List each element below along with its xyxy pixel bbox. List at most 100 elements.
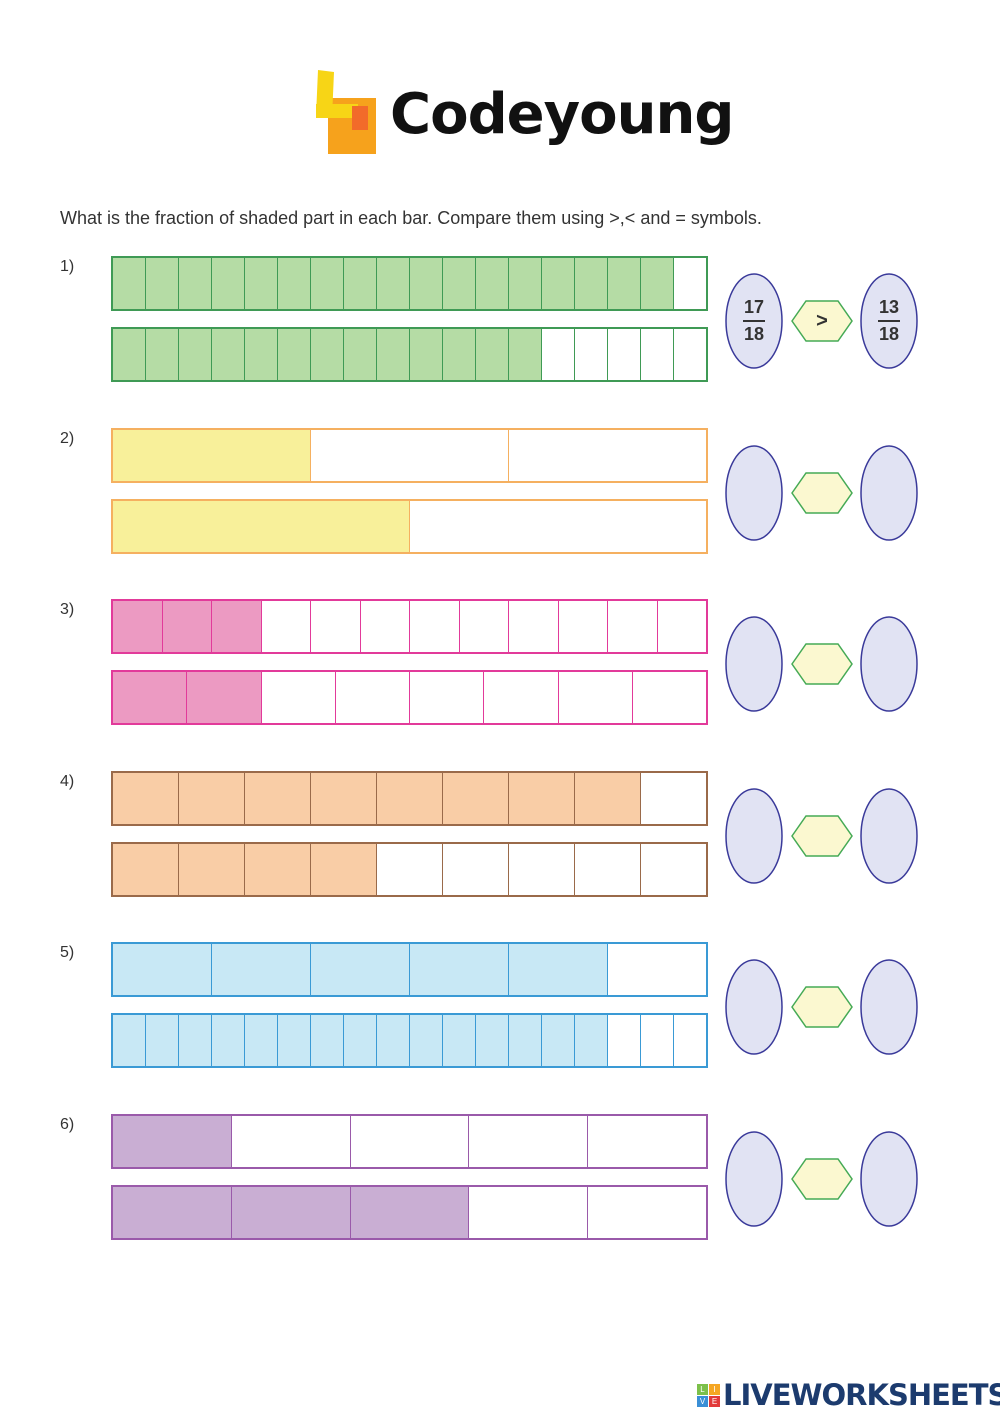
shaded-part	[641, 258, 674, 309]
shaded-part	[509, 944, 608, 995]
shaded-part	[245, 843, 311, 895]
symbol-hexagon[interactable]	[791, 300, 853, 342]
fraction-bar	[111, 670, 708, 725]
unshaded-part	[469, 1186, 589, 1238]
shaded-part	[311, 843, 377, 895]
symbol-hexagon[interactable]	[791, 814, 853, 857]
unshaded-part	[360, 601, 410, 652]
shaded-part	[311, 944, 410, 995]
question-number: 3)	[60, 601, 75, 618]
shaded-part	[476, 258, 509, 309]
fraction-bar	[111, 1113, 708, 1169]
unshaded-part	[558, 672, 633, 723]
shaded-part	[410, 1015, 443, 1066]
shaded-part	[542, 1015, 575, 1066]
unshaded-part	[608, 944, 706, 995]
comparison-group	[722, 614, 922, 714]
shaded-part	[377, 772, 443, 824]
right-answer-oval[interactable]	[860, 959, 918, 1055]
shaded-part	[146, 329, 179, 380]
left-answer-oval[interactable]	[725, 787, 783, 884]
fraction-bar	[111, 1013, 708, 1068]
shaded-part	[377, 329, 410, 380]
shaded-part	[113, 601, 163, 652]
shaded-part	[311, 329, 344, 380]
unshaded-part	[542, 329, 575, 380]
shaded-part	[212, 329, 245, 380]
shaded-part	[344, 329, 377, 380]
unshaded-part	[575, 843, 641, 895]
symbol-hexagon[interactable]	[791, 1157, 853, 1200]
live-badge-icon: L I V E	[697, 1383, 720, 1407]
shaded-part	[212, 944, 311, 995]
shaded-part	[245, 329, 278, 380]
shaded-part	[113, 429, 311, 481]
right-answer-oval[interactable]	[860, 616, 918, 712]
unshaded-part	[410, 672, 485, 723]
unshaded-part	[588, 1186, 706, 1238]
unshaded-part	[575, 329, 608, 380]
unshaded-part	[443, 843, 509, 895]
shaded-part	[344, 258, 377, 309]
symbol-hexagon[interactable]	[791, 986, 853, 1028]
shaded-part	[179, 329, 212, 380]
unshaded-part	[484, 672, 559, 723]
symbol-hexagon[interactable]	[791, 643, 853, 685]
comparison-group	[722, 443, 922, 543]
shaded-part	[608, 258, 641, 309]
unshaded-part	[377, 843, 443, 895]
fraction-bar	[111, 256, 708, 311]
liveworksheets-logo: L I V E LIVEWORKSHEETS	[697, 1378, 1000, 1412]
right-fraction[interactable]: 13 18	[859, 271, 919, 371]
left-answer-oval[interactable]	[725, 444, 783, 541]
codeyoung-logo-icon	[316, 70, 376, 154]
comparison-symbol[interactable]: >	[816, 309, 828, 332]
shaded-part	[278, 1015, 311, 1066]
fraction-bar	[111, 327, 708, 382]
shaded-part	[179, 258, 212, 309]
right-answer-oval[interactable]	[860, 787, 918, 884]
badge-letter: I	[709, 1383, 720, 1395]
badge-letter: V	[697, 1395, 708, 1407]
shaded-part	[245, 1015, 278, 1066]
numerator: 17	[743, 297, 765, 317]
liveworksheets-text: LIVEWORKSHEETS	[723, 1378, 1000, 1412]
left-answer-oval[interactable]	[725, 616, 783, 712]
left-fraction[interactable]: 17 18	[724, 271, 784, 371]
fraction-bar	[111, 841, 708, 897]
shaded-part	[410, 944, 509, 995]
fraction-bar	[111, 942, 708, 997]
shaded-part	[542, 258, 575, 309]
unshaded-part	[674, 1015, 706, 1066]
left-answer-oval[interactable]	[725, 959, 783, 1055]
shaded-part	[187, 672, 262, 723]
unshaded-part	[509, 601, 559, 652]
symbol-hexagon[interactable]	[791, 471, 853, 514]
shaded-part	[443, 258, 476, 309]
right-answer-oval[interactable]	[860, 1130, 918, 1227]
comparison-shapes	[725, 273, 918, 369]
question-number: 1)	[60, 258, 75, 275]
unshaded-part	[674, 329, 706, 380]
unshaded-part	[588, 1115, 706, 1167]
unshaded-part	[558, 601, 608, 652]
comparison-shapes	[725, 1130, 918, 1227]
shaded-part	[113, 258, 146, 309]
shaded-part	[278, 258, 311, 309]
fraction-bar	[111, 770, 708, 826]
unshaded-part	[410, 601, 460, 652]
question-number: 6)	[60, 1115, 75, 1133]
comparison-group: 17 18 13 18 >	[722, 271, 922, 371]
shaded-part	[245, 258, 278, 309]
shaded-part	[350, 1186, 470, 1238]
shaded-part	[311, 1015, 344, 1066]
unshaded-part	[657, 601, 706, 652]
left-answer-oval[interactable]	[725, 1130, 783, 1227]
unshaded-part	[641, 843, 706, 895]
fraction-bar	[111, 498, 708, 554]
shaded-part	[113, 500, 410, 552]
right-answer-oval[interactable]	[860, 444, 918, 541]
unshaded-part	[608, 329, 641, 380]
fraction-bar-line	[878, 320, 900, 322]
fraction-bar	[111, 1184, 708, 1240]
